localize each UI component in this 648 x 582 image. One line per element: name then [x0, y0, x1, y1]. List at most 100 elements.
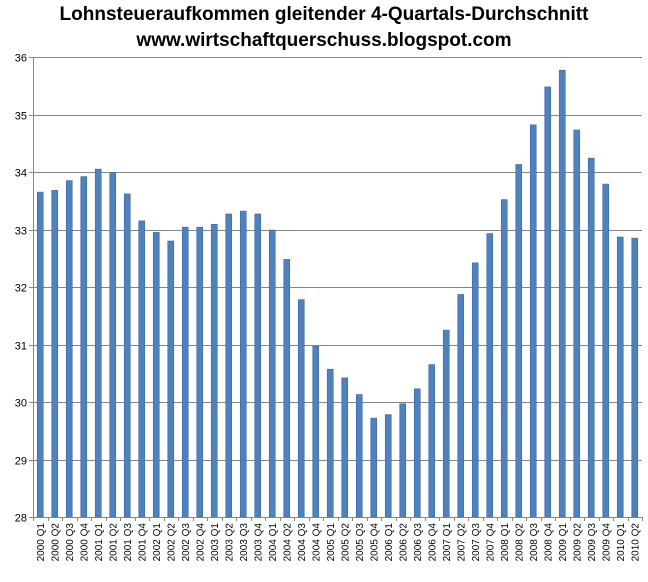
x-tick-label: 2007 Q2: [456, 523, 467, 562]
bar: [384, 414, 392, 518]
x-tick-label: 2004 Q4: [311, 523, 322, 562]
bar: [341, 377, 349, 518]
bar: [65, 180, 73, 518]
bar: [587, 157, 595, 518]
bar: [399, 403, 407, 518]
y-tick-label: 33: [15, 226, 27, 238]
bar: [370, 417, 378, 518]
chart-subtitle: www.wirtschaftquerschuss.blogspot.com: [136, 30, 512, 51]
bar: [152, 232, 160, 518]
y-tick-label: 32: [15, 283, 27, 295]
bar: [326, 368, 334, 518]
x-tick-label: 2004 Q2: [282, 523, 293, 562]
chart-title-block: Lohnsteueraufkommen gleitender 4-Quartal…: [0, 2, 648, 54]
y-tick-label: 34: [15, 168, 27, 180]
bar: [529, 124, 537, 518]
x-tick-labels: 2000 Q1 2000 Q2 2000 Q3 2000 Q4 2001 Q1 2001 …: [36, 523, 642, 562]
x-tick-label: 2008 Q2: [514, 523, 525, 562]
bar: [210, 224, 218, 518]
x-tick-label: 2010 Q1: [616, 523, 627, 562]
x-tick-label: 2009 Q2: [572, 523, 583, 562]
bar: [515, 164, 523, 518]
x-tick-label: 2006 Q2: [398, 523, 409, 562]
bar: [181, 226, 189, 518]
bar: [268, 229, 276, 518]
bar: [573, 129, 581, 518]
bar: [239, 210, 247, 518]
bar: [457, 294, 465, 518]
bar: [428, 364, 436, 518]
bars: [36, 69, 639, 518]
x-tick-label: 2008 Q4: [543, 523, 554, 562]
y-tick-label: 29: [15, 456, 27, 468]
bar: [616, 236, 624, 518]
bar: [602, 183, 610, 518]
x-tick-label: 2009 Q4: [601, 523, 612, 562]
bar: [36, 191, 44, 518]
bar: [254, 213, 262, 518]
x-tick-label: 2000 Q4: [79, 523, 90, 562]
bar: [442, 329, 450, 518]
x-tick-label: 2004 Q3: [297, 523, 308, 562]
bar: [413, 388, 421, 518]
x-tick-label: 2002 Q3: [181, 523, 192, 562]
y-tick-labels: 28 29 30 31 32 33 34 35 36: [15, 53, 27, 525]
x-tick-label: 2005 Q1: [326, 523, 337, 562]
bar: [312, 345, 320, 518]
x-tick-label: 2004 Q1: [268, 523, 279, 562]
bar: [167, 240, 175, 518]
x-tick-label: 2003 Q2: [224, 523, 235, 562]
x-tick-label: 2006 Q3: [413, 523, 424, 562]
x-tick-label: 2001 Q1: [94, 523, 105, 562]
x-tick-label: 2005 Q2: [340, 523, 351, 562]
x-tick-label: 2007 Q1: [442, 523, 453, 562]
bar: [544, 86, 552, 518]
bar: [225, 213, 233, 518]
x-tick-label: 2002 Q1: [152, 523, 163, 562]
bar: [500, 199, 508, 518]
bar: [51, 190, 59, 518]
y-tick-label: 31: [15, 341, 27, 353]
x-tick-label: 2006 Q1: [384, 523, 395, 562]
x-tick-label: 2001 Q2: [108, 523, 119, 562]
x-tick-label: 2002 Q2: [166, 523, 177, 562]
x-tick-label: 2000 Q2: [50, 523, 61, 562]
x-tick-label: 2003 Q3: [239, 523, 250, 562]
x-tick-label: 2009 Q3: [587, 523, 598, 562]
y-tick-label: 36: [15, 53, 27, 65]
chart-title: Lohnsteueraufkommen gleitender 4-Quartal…: [59, 4, 589, 25]
x-tick-label: 2002 Q4: [195, 523, 206, 562]
bar: [471, 262, 479, 518]
bar: [486, 233, 494, 518]
x-tick-label: 2001 Q4: [137, 523, 148, 562]
gridlines: [33, 57, 642, 461]
x-tick-label: 2009 Q1: [558, 523, 569, 562]
bar: [558, 69, 566, 518]
x-tick-label: 2008 Q3: [529, 523, 540, 562]
x-tick-label: 2005 Q3: [355, 523, 366, 562]
bar: [94, 168, 102, 518]
x-tick-label: 2000 Q3: [65, 523, 76, 562]
y-tick-label: 35: [15, 111, 27, 123]
x-tick-label: 2000 Q1: [36, 523, 47, 562]
bar: [297, 299, 305, 518]
bar: [80, 176, 88, 518]
bar: [631, 237, 639, 518]
x-tick-label: 2010 Q2: [630, 523, 641, 562]
y-tick-label: 28: [15, 513, 27, 525]
x-tick-label: 2006 Q4: [427, 523, 438, 562]
bar: [138, 220, 146, 518]
x-tick-label: 2008 Q1: [500, 523, 511, 562]
bar: [109, 172, 117, 518]
x-tick-label: 2001 Q3: [123, 523, 134, 562]
bar: [355, 394, 363, 518]
x-tick-label: 2003 Q1: [210, 523, 221, 562]
bar: [123, 193, 131, 518]
axes: [29, 57, 643, 521]
bar: [196, 226, 204, 518]
x-tick-label: 2003 Q4: [253, 523, 264, 562]
x-tick-label: 2007 Q4: [485, 523, 496, 562]
x-tick-label: 2007 Q3: [471, 523, 482, 562]
x-tick-label: 2005 Q4: [369, 523, 380, 562]
